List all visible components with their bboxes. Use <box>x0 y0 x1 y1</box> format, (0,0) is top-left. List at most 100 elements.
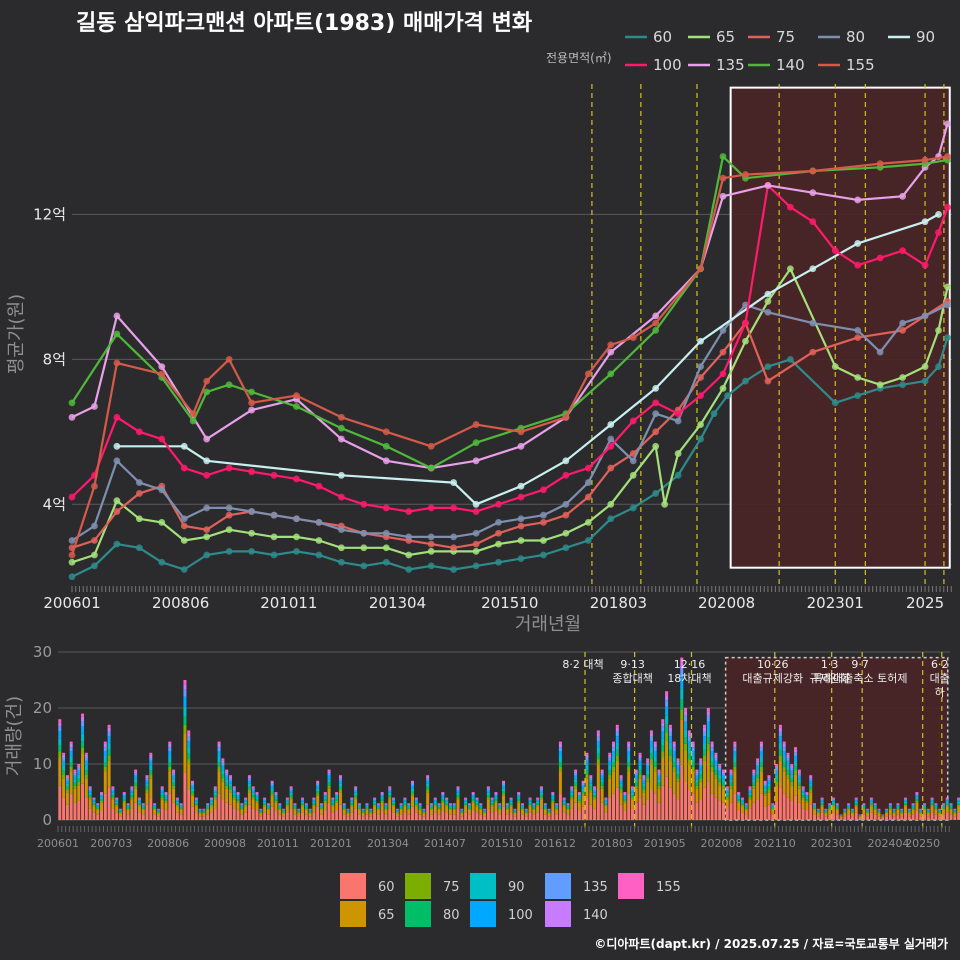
bar-segment-80 <box>528 803 532 805</box>
bar-segment-90 <box>824 810 828 812</box>
bar-segment-90 <box>672 756 676 762</box>
bar-segment-100 <box>84 760 88 766</box>
bar-segment-140 <box>301 798 305 800</box>
bar-segment-100 <box>869 800 873 802</box>
bar-segment-90 <box>414 801 418 804</box>
bar-segment-140 <box>433 798 437 800</box>
bar-segment-90 <box>316 788 320 791</box>
bar-segment-135 <box>445 799 449 801</box>
data-point <box>382 428 390 436</box>
bar-segment-90 <box>740 801 744 804</box>
bar-segment-140 <box>399 803 403 805</box>
bar-segment-60 <box>911 814 915 820</box>
bar-segment-65 <box>790 785 794 801</box>
bar-segment-90 <box>873 806 877 808</box>
bar-segment-100 <box>615 736 619 743</box>
bar-segment-155 <box>183 680 187 685</box>
policy-annotation: 1·3 <box>821 658 839 671</box>
bar-segment-80 <box>342 807 346 809</box>
bar-segment-65 <box>479 809 483 815</box>
bar-segment-65 <box>615 760 619 788</box>
bar-segment-100 <box>919 810 923 811</box>
bar-segment-135 <box>615 731 619 737</box>
bar-segment-135 <box>873 804 877 806</box>
bar-segment-80 <box>725 795 729 798</box>
bar-segment-80 <box>475 803 479 805</box>
bar-segment-75 <box>532 808 536 810</box>
bar-segment-60 <box>100 810 104 820</box>
bar-segment-60 <box>88 808 92 820</box>
bar-segment-60 <box>115 812 119 820</box>
bar-segment-90 <box>737 797 741 800</box>
bar-segment-135 <box>744 804 748 806</box>
bar-month <box>934 803 938 820</box>
bar-segment-80 <box>904 803 908 805</box>
bar-segment-100 <box>293 805 297 807</box>
bar-segment-80 <box>653 761 657 767</box>
bar-segment-135 <box>111 788 115 791</box>
bar-segment-65 <box>210 806 213 813</box>
bar-segment-155 <box>551 792 555 793</box>
policy-annotation: 하 <box>935 685 945 699</box>
bar-segment-100 <box>172 775 176 780</box>
bar-segment-90 <box>703 742 707 750</box>
bar-segment-65 <box>733 771 737 794</box>
bar-month <box>73 769 77 820</box>
data-point <box>248 508 255 515</box>
bar-segment-135 <box>532 804 536 806</box>
bar-segment-140 <box>596 733 600 737</box>
bar-segment-75 <box>528 804 532 807</box>
bar-segment-140 <box>896 803 900 805</box>
bar-segment-90 <box>721 779 725 783</box>
bar-segment-75 <box>137 804 141 807</box>
bar-segment-60 <box>888 814 892 820</box>
bar-segment-140 <box>930 798 934 800</box>
bar-segment-90 <box>847 806 851 808</box>
bar-segment-65 <box>350 806 354 813</box>
legend-label-100: 100 <box>653 56 682 74</box>
bar-segment-65 <box>445 806 449 813</box>
bar-segment-135 <box>547 809 551 811</box>
bar-segment-60 <box>729 802 733 820</box>
bar-segment-155 <box>418 803 422 804</box>
bar-segment-80 <box>816 811 820 813</box>
bar-segment-140 <box>922 803 926 805</box>
bar-segment-100 <box>486 790 490 793</box>
bar-segment-135 <box>65 778 69 781</box>
bar-segment-100 <box>710 751 714 757</box>
bar-segment-135 <box>395 809 399 811</box>
bar-segment-135 <box>725 788 729 791</box>
bar-segment-80 <box>763 790 767 794</box>
bar-segment-135 <box>335 793 339 796</box>
bar-segment-65 <box>263 806 267 813</box>
bar-segment-75 <box>543 808 547 810</box>
bar-x-tick-label: 201612 <box>534 837 576 850</box>
bar-segment-100 <box>483 810 487 811</box>
bar-segment-90 <box>418 806 422 808</box>
data-point <box>697 435 704 443</box>
bar-segment-90 <box>877 810 881 812</box>
data-point <box>854 261 862 269</box>
bar-segment-75 <box>361 812 365 814</box>
bar-x-tick-label: 200601 <box>37 837 79 850</box>
bar-segment-80 <box>922 807 926 809</box>
bar-segment-135 <box>130 788 134 791</box>
bar-segment-65 <box>653 771 657 794</box>
bar-segment-135 <box>164 793 168 796</box>
data-point <box>135 490 143 497</box>
data-point <box>540 551 547 559</box>
bar-segment-100 <box>941 805 945 807</box>
bar-segment-135 <box>790 767 794 771</box>
bar-segment-140 <box>467 803 471 805</box>
bar-segment-140 <box>247 776 251 779</box>
bar-segment-75 <box>244 804 248 807</box>
bar-segment-60 <box>907 816 911 820</box>
bar-segment-155 <box>335 792 339 793</box>
bar-y-axis-title: 거래량(건) <box>4 696 25 776</box>
bar-segment-80 <box>911 807 915 809</box>
bar-segment-90 <box>156 810 160 812</box>
bar-segment-90 <box>828 806 832 808</box>
bar-segment-75 <box>206 808 210 810</box>
x-tick-label: 201803 <box>590 594 647 612</box>
data-point <box>189 417 197 425</box>
